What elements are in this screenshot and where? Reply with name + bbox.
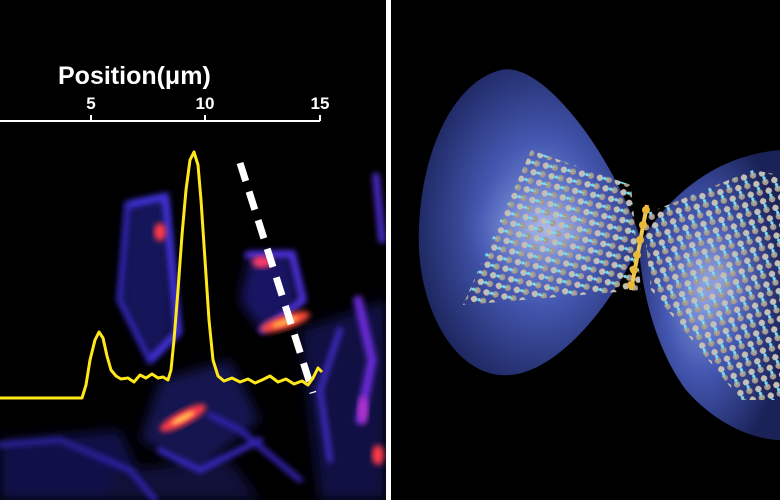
panel-divider [386, 0, 391, 500]
scan-dashed-line [236, 161, 317, 395]
axis-title: Position(μm) [58, 62, 211, 90]
flake-fill [0, 198, 386, 500]
fluorescence-map-panel: 5 10 15 Position(μm) [0, 0, 386, 500]
fluorescence-hotspots [154, 223, 384, 465]
fluorescence-map-svg: 5 10 15 Position(μm) [0, 62, 386, 500]
axis-tick-label-15: 15 [311, 94, 330, 113]
position-axis: 5 10 15 Position(μm) [0, 62, 330, 122]
axis-tick-label-10: 10 [196, 94, 215, 113]
intensity-profile-line [0, 150, 324, 400]
axis-tick-label-5: 5 [86, 94, 95, 113]
molecular-rendering-panel [391, 0, 780, 500]
molecular-junction [627, 204, 650, 291]
molecular-rendering-svg [418, 69, 780, 440]
